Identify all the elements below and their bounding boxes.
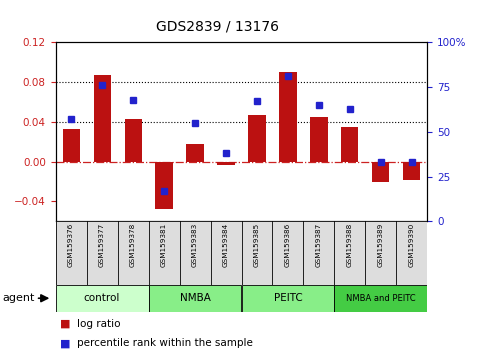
Text: GSM159381: GSM159381 [161,223,167,267]
Text: GSM159389: GSM159389 [378,223,384,267]
Text: agent: agent [2,293,35,303]
Text: GDS2839 / 13176: GDS2839 / 13176 [156,19,279,34]
Text: percentile rank within the sample: percentile rank within the sample [77,338,253,348]
Bar [248,115,266,162]
Text: ■: ■ [60,319,71,329]
Bar [372,162,389,182]
Bar [186,144,203,162]
Text: GSM159377: GSM159377 [99,223,105,267]
Bar [341,127,358,162]
Text: GSM159385: GSM159385 [254,223,260,267]
Text: GSM159387: GSM159387 [316,223,322,267]
Bar [94,75,111,162]
Bar [403,162,421,179]
Bar [156,162,172,209]
Text: PEITC: PEITC [273,293,302,303]
Text: NMBA and PEITC: NMBA and PEITC [346,294,416,303]
Text: GSM159376: GSM159376 [68,223,74,267]
Bar [62,129,80,162]
Bar [334,285,427,312]
Bar [125,119,142,162]
Text: GSM159390: GSM159390 [409,223,415,267]
Text: log ratio: log ratio [77,319,121,329]
Text: GSM159378: GSM159378 [130,223,136,267]
Bar [149,285,242,312]
Text: ■: ■ [60,338,71,348]
Bar [217,162,235,165]
Bar [280,72,297,162]
Text: GSM159386: GSM159386 [285,223,291,267]
Bar [311,117,327,162]
Bar [56,285,149,312]
Bar [242,285,334,312]
Text: GSM159384: GSM159384 [223,223,229,267]
Text: GSM159388: GSM159388 [347,223,353,267]
Text: GSM159383: GSM159383 [192,223,198,267]
Text: control: control [84,293,120,303]
Text: NMBA: NMBA [180,293,211,303]
